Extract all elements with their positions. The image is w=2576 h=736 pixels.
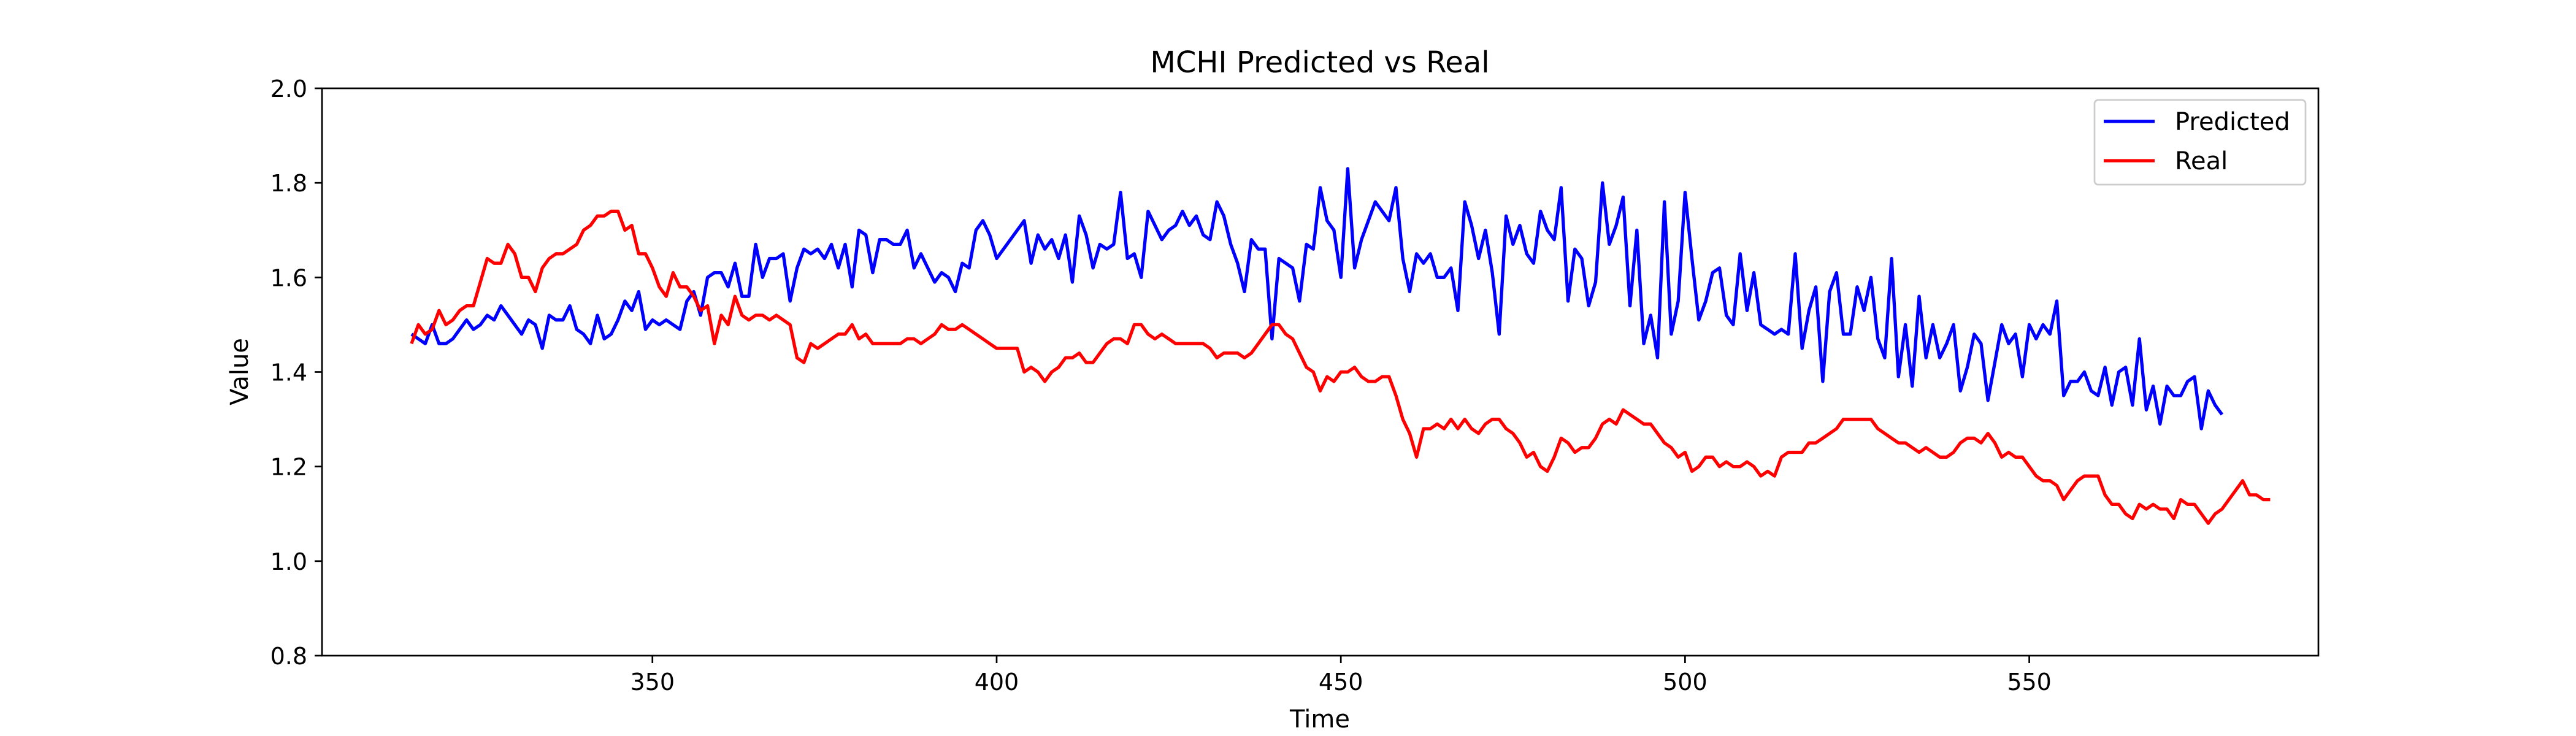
y-tick-label: 2.0	[270, 75, 307, 102]
x-tick-label: 550	[2007, 669, 2052, 696]
x-tick-label: 500	[1663, 669, 1708, 696]
legend-label-predicted: Predicted	[2175, 108, 2290, 136]
y-tick-label: 1.8	[270, 170, 307, 197]
y-tick-label: 1.0	[270, 548, 307, 575]
series-line-real	[410, 209, 2271, 525]
x-tick-label: 450	[1319, 669, 1363, 696]
legend-label-real: Real	[2175, 147, 2228, 175]
chart-title: MCHI Predicted vs Real	[1150, 45, 1489, 80]
y-tick-label: 1.4	[270, 359, 307, 386]
series-line-predicted	[410, 167, 2224, 431]
x-tick-label: 400	[975, 669, 1019, 696]
y-tick-label: 1.6	[270, 264, 307, 291]
series-lines	[410, 167, 2271, 525]
plot-area-frame	[321, 87, 2320, 657]
y-tick-label: 1.2	[270, 454, 307, 481]
x-axis-ticks: 350 400 450 500 550	[630, 656, 2052, 696]
legend: Predicted Real	[2093, 99, 2307, 186]
y-axis-label: Value	[226, 338, 254, 405]
y-tick-label: 0.8	[270, 643, 307, 670]
x-axis-label: Time	[1289, 705, 1350, 734]
x-tick-label: 350	[630, 669, 675, 696]
y-axis-ticks: 0.8 1.0 1.2 1.4 1.6 1.8 2.0	[270, 75, 322, 670]
